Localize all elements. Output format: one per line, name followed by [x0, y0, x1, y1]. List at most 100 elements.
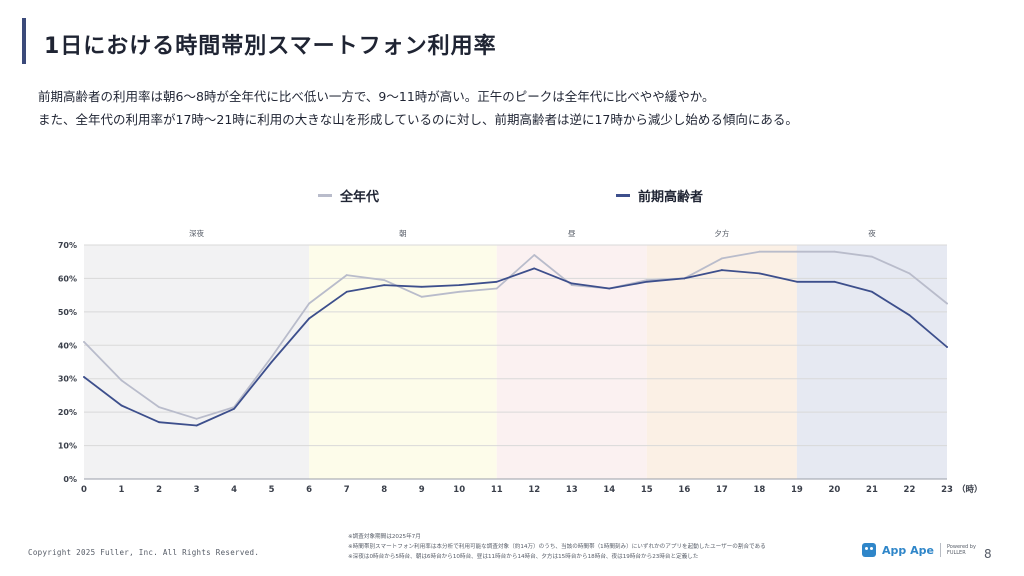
- y-tick-label-40: 40%: [58, 341, 77, 350]
- data-point-seniors-10: [458, 284, 461, 287]
- x-axis-unit-label: （時）: [957, 484, 983, 495]
- legend-label-all-ages: 全年代: [340, 190, 380, 205]
- data-point-all-ages-3: [195, 417, 198, 420]
- x-tick-label-6: 6: [306, 485, 312, 495]
- data-point-all-ages-23: [946, 302, 948, 305]
- x-tick-label-21: 21: [866, 485, 878, 495]
- footnote-2: ※時間帯別スマートフォン利用率は本分析で利用可能な調査対象（約14万）のうち、当…: [348, 544, 766, 550]
- data-point-seniors-21: [871, 290, 873, 293]
- copyright: Copyright 2025 Fuller, Inc. All Rights R…: [28, 548, 260, 557]
- x-tick-label-14: 14: [603, 485, 615, 495]
- y-tick-label-30: 30%: [58, 375, 77, 384]
- page-number: 8: [984, 547, 992, 561]
- band-4: [796, 245, 947, 479]
- page-title: 1日における時間帯別スマートフォン利用率: [44, 34, 497, 59]
- x-tick-label-2: 2: [156, 485, 162, 495]
- data-point-all-ages-9: [420, 295, 423, 298]
- band-label-0: 深夜: [189, 228, 204, 238]
- data-point-seniors-9: [420, 285, 423, 288]
- band-3: [646, 245, 797, 479]
- data-point-seniors-13: [570, 282, 573, 285]
- data-point-seniors-17: [720, 269, 723, 271]
- data-point-all-ages-0: [83, 341, 85, 343]
- data-point-seniors-16: [683, 277, 686, 280]
- data-point-seniors-20: [833, 280, 836, 283]
- data-point-all-ages-8: [383, 279, 386, 281]
- band-2: [496, 245, 647, 479]
- data-point-seniors-18: [758, 272, 761, 275]
- x-tick-label-18: 18: [753, 485, 765, 495]
- data-point-seniors-5: [270, 361, 273, 363]
- x-tick-label-23: 23: [941, 485, 953, 495]
- x-tick-label-11: 11: [491, 485, 503, 495]
- data-point-all-ages-21: [871, 255, 873, 258]
- x-tick-label-15: 15: [641, 485, 653, 495]
- data-point-seniors-7: [345, 290, 348, 293]
- y-tick-label-50: 50%: [58, 308, 77, 317]
- legend-swatch-seniors: [616, 194, 630, 197]
- y-tick-label-20: 20%: [58, 408, 77, 417]
- data-point-seniors-4: [233, 407, 235, 410]
- data-point-all-ages-18: [758, 250, 761, 253]
- data-point-all-ages-7: [345, 274, 348, 276]
- description-line-1: 前期高齢者の利用率は朝6〜8時が全年代に比べ低い一方で、9〜11時が高い。正午の…: [38, 89, 715, 104]
- data-point-seniors-6: [308, 317, 311, 320]
- series-line-seniors: [83, 267, 948, 427]
- app-ape-icon: [862, 543, 876, 557]
- data-point-all-ages-19: [796, 250, 798, 253]
- data-point-all-ages-2: [158, 406, 160, 409]
- x-tick-label-4: 4: [231, 485, 237, 495]
- band-label-4: 夜: [868, 228, 876, 238]
- band-label-1: 朝: [399, 229, 407, 238]
- x-tick-label-5: 5: [269, 485, 275, 495]
- data-point-seniors-14: [608, 287, 611, 290]
- data-point-all-ages-5: [270, 356, 273, 358]
- brand-divider: [939, 543, 941, 557]
- x-tick-label-3: 3: [194, 485, 200, 495]
- footnote-1: ※調査対象期間は2025年7月: [348, 534, 421, 540]
- data-point-seniors-2: [158, 421, 160, 424]
- brand-company: FULLER: [946, 550, 966, 556]
- legend-item-seniors: 前期高齢者: [616, 186, 703, 205]
- data-point-all-ages-12: [533, 254, 536, 256]
- x-tick-label-12: 12: [528, 485, 540, 495]
- data-point-all-ages-10: [458, 290, 461, 293]
- data-point-all-ages-6: [308, 302, 311, 305]
- y-tick-label-0: 0%: [63, 475, 77, 484]
- data-point-all-ages-1: [120, 379, 123, 382]
- data-point-all-ages-13: [570, 284, 573, 287]
- data-point-all-ages-22: [908, 272, 911, 275]
- footnotes: ※調査対象期間は2025年7月 ※時間帯別スマートフォン利用率は本分析で利用可能…: [348, 532, 766, 562]
- brand-name: App Ape: [882, 543, 934, 557]
- data-point-seniors-11: [495, 280, 498, 283]
- x-tick-label-16: 16: [678, 485, 690, 495]
- band-label-2: 昼: [568, 229, 576, 238]
- brand-by-label: Powered by: [946, 544, 976, 550]
- series-line-all-ages: [83, 250, 948, 420]
- data-point-all-ages-11: [495, 287, 498, 290]
- x-tick-label-22: 22: [904, 485, 916, 495]
- x-tick-label-17: 17: [716, 485, 728, 495]
- legend-item-all-ages: 全年代: [318, 186, 379, 205]
- brand-logo: App Ape Powered by FULLER: [862, 543, 976, 557]
- data-point-seniors-22: [908, 314, 911, 317]
- data-point-seniors-8: [383, 284, 386, 287]
- data-point-all-ages-20: [833, 250, 836, 253]
- title-accent-bar: [22, 18, 26, 64]
- data-point-seniors-23: [946, 346, 948, 348]
- chart-legend: 全年代 前期高齢者: [0, 186, 1024, 206]
- x-tick-label-0: 0: [81, 485, 87, 495]
- y-tick-label-10: 10%: [58, 442, 77, 451]
- brand-powered-by: Powered by FULLER: [947, 544, 976, 556]
- y-tick-label-70: 70%: [58, 241, 77, 250]
- band-label-3: 夕方: [714, 228, 729, 238]
- x-tick-label-13: 13: [566, 485, 578, 495]
- data-point-all-ages-15: [645, 279, 648, 281]
- x-tick-label-8: 8: [381, 485, 387, 495]
- x-tick-label-19: 19: [791, 485, 803, 495]
- data-point-seniors-0: [83, 376, 85, 378]
- x-tick-label-20: 20: [829, 485, 841, 495]
- x-tick-label-1: 1: [119, 485, 125, 495]
- description-line-2: また、全年代の利用率が17時〜21時に利用の大きな山を形成しているのに対し、前期…: [38, 112, 798, 127]
